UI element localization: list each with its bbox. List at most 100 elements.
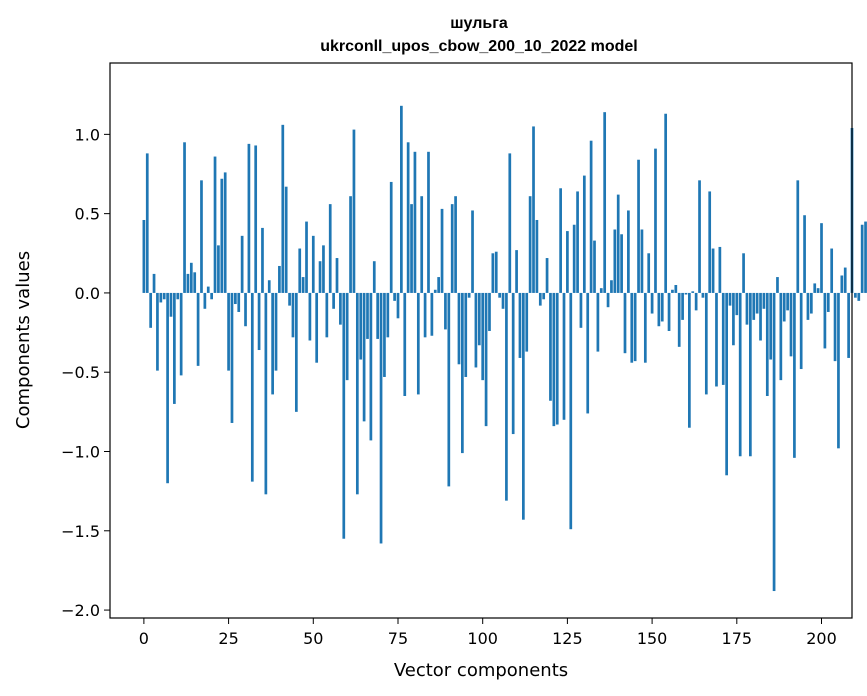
bar-51 <box>315 292 319 363</box>
bar-174 <box>732 292 735 346</box>
bar-62 <box>352 129 356 293</box>
bar-178 <box>745 292 749 325</box>
y-axis-label: Components values <box>13 251 34 429</box>
bar-211 <box>857 292 861 301</box>
bar-48 <box>305 221 308 293</box>
bar-27 <box>234 292 237 305</box>
bar-120 <box>549 292 552 401</box>
bar-52 <box>318 261 322 293</box>
x-tick-label: 50 <box>303 629 323 648</box>
bar-33 <box>254 145 258 293</box>
y-tick-label: 0.5 <box>75 205 100 224</box>
x-tick-label: 100 <box>467 629 498 648</box>
bar-134 <box>596 292 600 352</box>
x-tick-label: 175 <box>722 629 753 648</box>
bar-124 <box>562 292 566 420</box>
bar-72 <box>386 292 390 338</box>
y-axis-ticks: −2.0 −1.5 −1.0 −0.5 0.0 0.5 1.0 <box>61 125 110 620</box>
bar-150 <box>650 292 654 314</box>
bar-130 <box>582 175 586 293</box>
bar-19 <box>206 286 210 293</box>
bar-198 <box>813 283 817 293</box>
bar-79 <box>410 204 413 293</box>
bar-59 <box>342 292 346 539</box>
bar-128 <box>576 191 579 293</box>
bar-206 <box>840 275 844 293</box>
bar-56 <box>332 292 335 309</box>
bar-21 <box>213 156 217 293</box>
y-tick-label: −1.0 <box>61 443 100 462</box>
bar-17 <box>200 180 203 293</box>
bar-36 <box>264 292 268 495</box>
bar-4 <box>156 292 159 371</box>
bar-151 <box>654 148 657 293</box>
bar-97 <box>471 210 474 293</box>
bar-99 <box>477 292 481 346</box>
bar-108 <box>508 153 512 293</box>
bar-200 <box>820 223 823 293</box>
bar-189 <box>782 292 786 322</box>
bar-55 <box>328 204 332 293</box>
bar-14 <box>189 262 193 293</box>
bar-8 <box>169 292 173 317</box>
bar-185 <box>769 292 773 360</box>
bar-145 <box>633 292 637 362</box>
bar-3 <box>152 273 156 293</box>
bar-22 <box>217 245 220 293</box>
bar-112 <box>522 292 525 520</box>
bar-90 <box>447 292 451 487</box>
bar-91 <box>450 204 454 293</box>
bar-10 <box>176 292 180 300</box>
bar-86 <box>433 289 437 293</box>
bar-53 <box>322 245 325 293</box>
x-tick-label: 150 <box>637 629 668 648</box>
bar-60 <box>345 292 349 381</box>
bar-210 <box>854 292 857 298</box>
bar-16 <box>196 292 200 366</box>
bar-140 <box>616 194 620 293</box>
bar-61 <box>349 196 352 293</box>
y-tick-label: 0.0 <box>75 284 100 303</box>
y-tick-label: −2.0 <box>61 601 100 620</box>
bar-81 <box>416 292 420 395</box>
bar-208 <box>847 292 850 358</box>
bar-54 <box>325 292 329 338</box>
bar-29 <box>240 235 244 293</box>
bar-186 <box>772 292 776 592</box>
bar-13 <box>186 273 190 293</box>
bar-23 <box>220 178 224 293</box>
bar-102 <box>488 292 491 331</box>
bar-154 <box>664 113 668 293</box>
bar-188 <box>779 292 783 381</box>
bar-161 <box>688 292 691 428</box>
bar-110 <box>515 250 518 293</box>
bar-82 <box>420 196 424 293</box>
bar-202 <box>826 292 830 312</box>
bar-118 <box>542 292 546 300</box>
bar-153 <box>660 292 664 322</box>
bar-137 <box>606 292 610 308</box>
bar-75 <box>396 292 400 319</box>
bar-11 <box>179 292 183 376</box>
bar-106 <box>501 292 505 309</box>
bar-67 <box>369 292 373 441</box>
bar-116 <box>535 219 539 293</box>
bar-179 <box>749 292 752 457</box>
bar-126 <box>569 292 573 530</box>
bar-57 <box>335 258 339 293</box>
bar-183 <box>762 292 766 309</box>
bar-143 <box>627 210 630 293</box>
bar-212 <box>860 224 864 293</box>
bar-30 <box>244 292 247 327</box>
bar-28 <box>237 292 241 312</box>
bar-87 <box>437 277 440 293</box>
bar-58 <box>339 292 342 325</box>
bar-160 <box>684 292 688 295</box>
x-axis-ticks: 0 25 50 75 100 125 150 175 200 <box>139 618 837 648</box>
bar-141 <box>620 234 623 293</box>
bar-64 <box>359 292 363 360</box>
bar-196 <box>806 292 810 320</box>
bar-109 <box>511 292 515 435</box>
bar-12 <box>183 142 186 293</box>
